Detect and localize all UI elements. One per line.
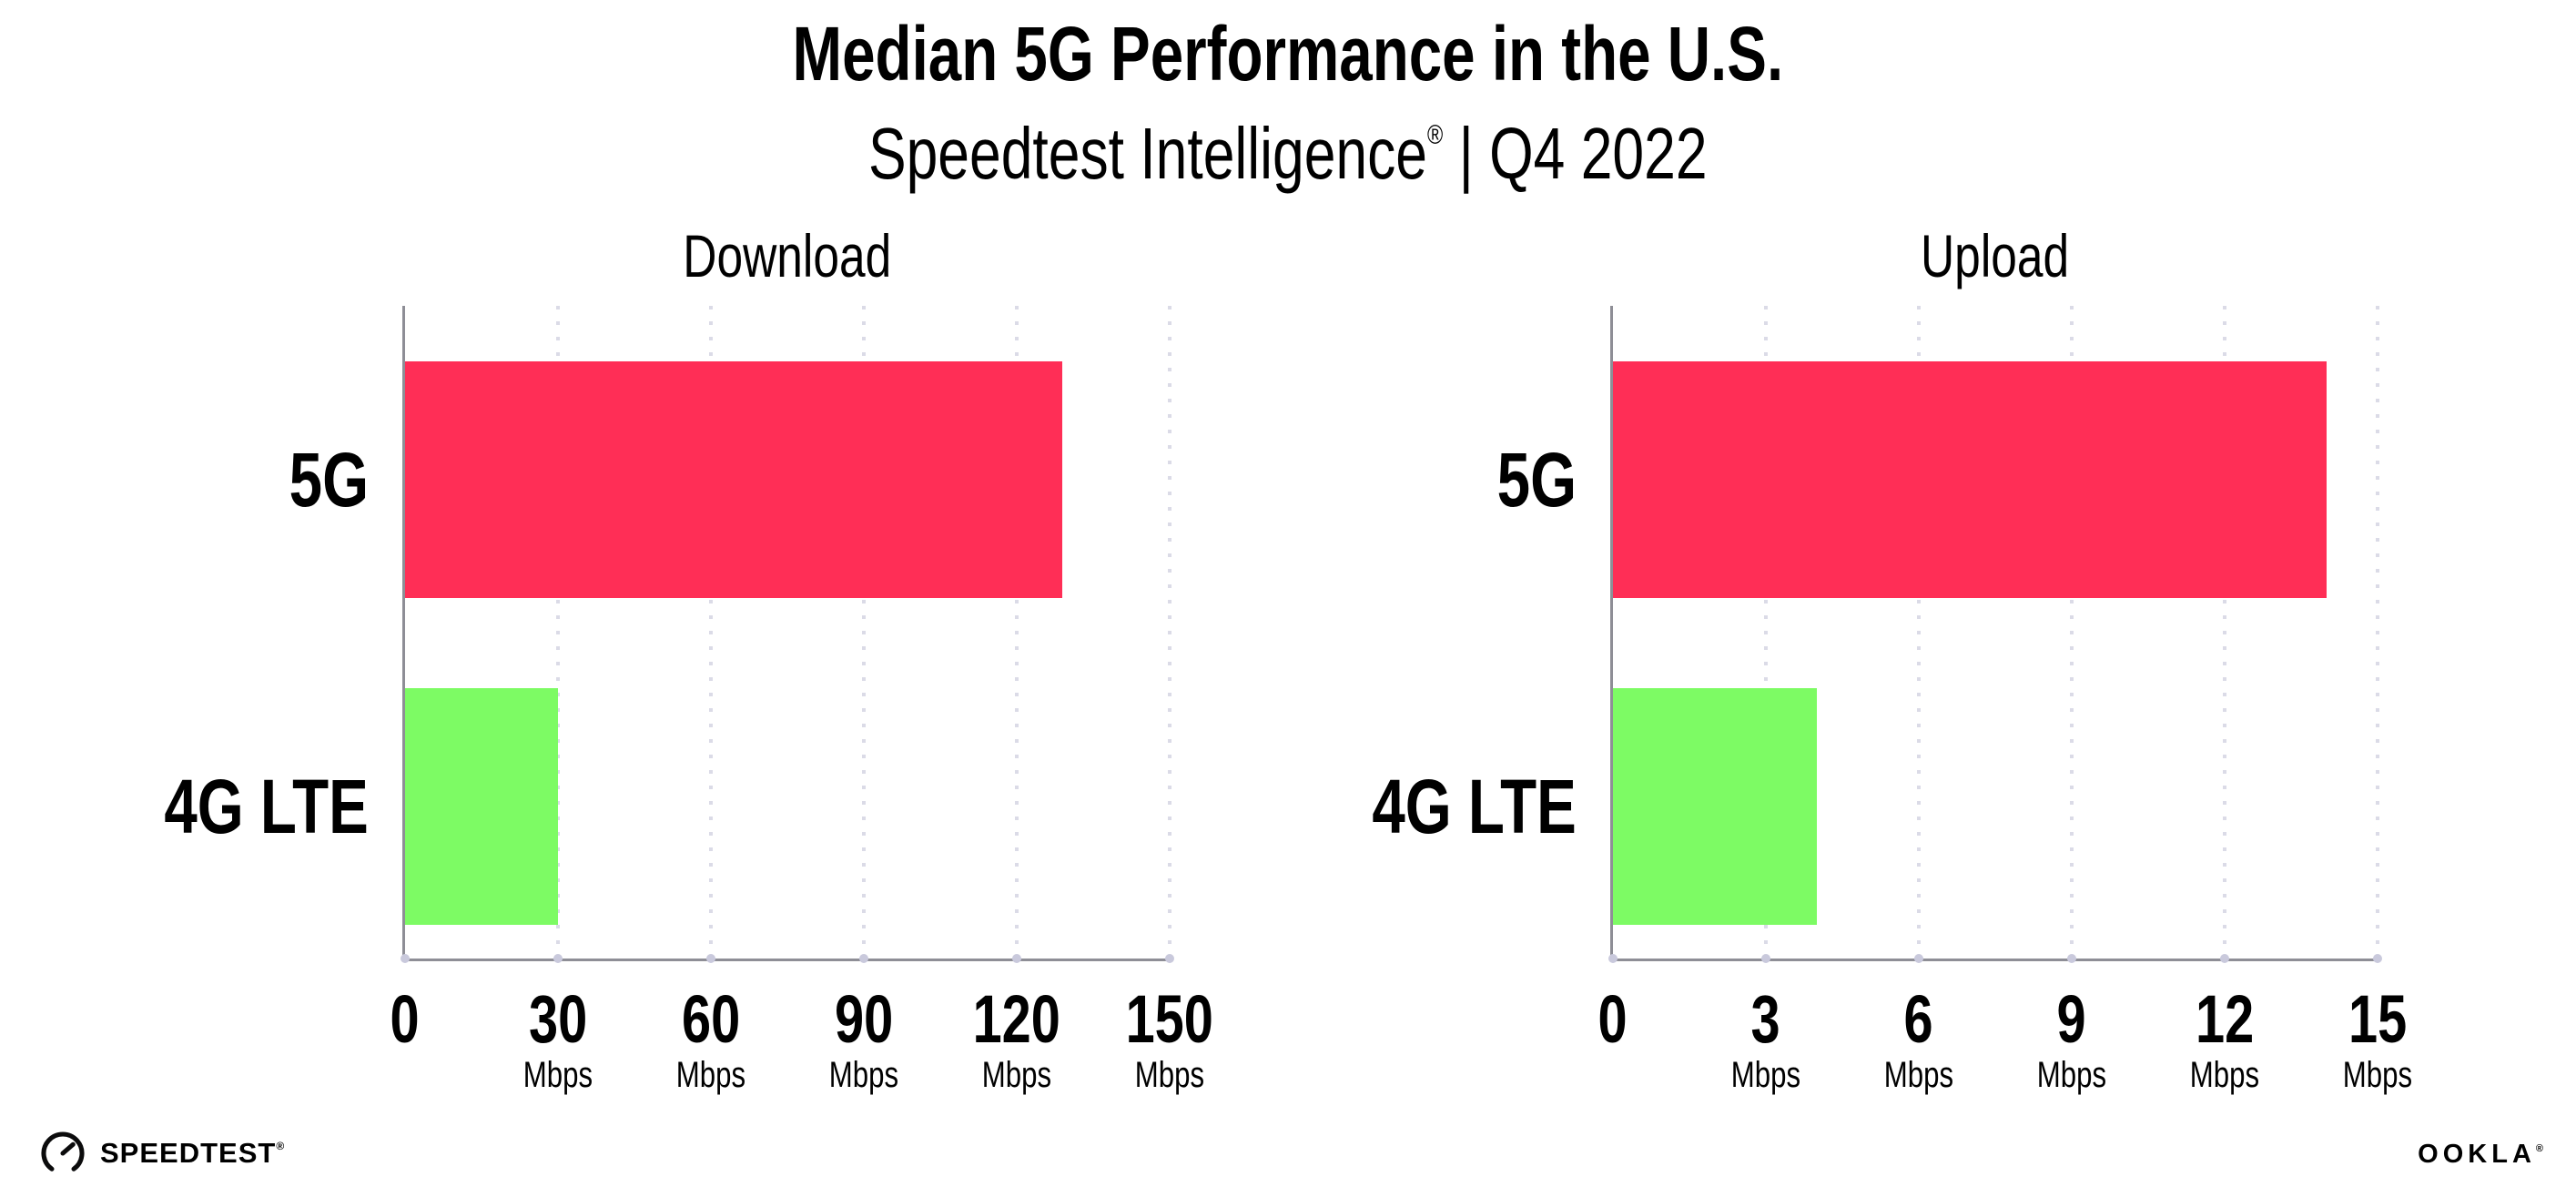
subtitle-brand: Speedtest Intelligence [868, 113, 1428, 194]
upload-bar-4g-lte [1613, 688, 1817, 925]
download-chart-title-text: Download [683, 222, 892, 289]
download-gridline-150 [1168, 306, 1171, 959]
ookla-wordmark: OOKLA [2418, 1140, 2536, 1169]
download-x-tick-60: 60 Mbps [611, 981, 811, 1096]
upload-category-label-text-4g-lte: 4G LTE [1372, 764, 1577, 849]
download-axis-tick-dot-150 [1165, 954, 1174, 963]
upload-category-label-4g-lte: 4G LTE [1103, 765, 1577, 848]
download-x-tick-unit-30: Mbps [522, 1055, 593, 1095]
download-axis-tick-dot-30 [553, 954, 563, 963]
page-subtitle: Speedtest Intelligence® | Q4 2022 [0, 96, 2576, 193]
upload-gridline-9 [2070, 306, 2074, 959]
upload-x-tick-unit-3: Mbps [1730, 1055, 1801, 1095]
upload-x-tick-value-3: 3 [1750, 981, 1781, 1057]
upload-x-tick-0: 0 [1513, 981, 1713, 1057]
download-x-tick-150: 150 Mbps [1070, 981, 1270, 1096]
page-title-text: Median 5G Performance in the U.S. [792, 11, 1784, 96]
upload-axis-tick-dot-12 [2220, 954, 2229, 963]
download-x-tick-0: 0 [305, 981, 505, 1057]
upload-axis-tick-dot-3 [1761, 954, 1770, 963]
page-title: Median 5G Performance in the U.S. [0, 13, 2576, 95]
upload-plot-area [1608, 306, 2382, 963]
download-axis-tick-dot-90 [859, 954, 868, 963]
upload-x-tick-unit-12: Mbps [2189, 1055, 2260, 1095]
upload-bar-5g [1613, 361, 2327, 598]
upload-x-tick-value-12: 12 [2195, 981, 2255, 1057]
download-bar-5g [405, 361, 1063, 598]
upload-gridline-15 [2376, 306, 2379, 959]
download-x-tick-90: 90 Mbps [764, 981, 964, 1096]
download-x-tick-unit-150: Mbps [1134, 1055, 1205, 1095]
download-category-label-4g-lte: 4G LTE [0, 765, 369, 848]
download-x-tick-120: 120 Mbps [917, 981, 1117, 1096]
download-x-tick-value-90: 90 [834, 981, 894, 1057]
speedtest-wordmark: SPEEDTEST® [100, 1137, 286, 1169]
download-x-tick-30: 30 Mbps [458, 981, 658, 1096]
download-x-tick-unit-90: Mbps [828, 1055, 899, 1095]
ookla-registered-mark: ® [2535, 1143, 2543, 1154]
download-gridline-90 [862, 306, 866, 959]
download-category-label-text-5g: 5G [289, 437, 369, 522]
speedtest-gauge-icon [41, 1131, 85, 1172]
upload-x-tick-9: 9 Mbps [1972, 981, 2172, 1096]
download-axis-tick-dot-120 [1012, 954, 1021, 963]
speedtest-registered-mark: ® [276, 1140, 286, 1152]
upload-gridline-3 [1764, 306, 1768, 959]
upload-axis-tick-dot-0 [1608, 954, 1618, 963]
upload-category-label-text-5g: 5G [1496, 437, 1577, 522]
upload-x-tick-value-0: 0 [1597, 981, 1628, 1057]
download-category-label-text-4g-lte: 4G LTE [164, 764, 369, 849]
download-x-tick-value-30: 30 [528, 981, 588, 1057]
speedtest-logo: SPEEDTEST® [38, 1129, 285, 1178]
download-category-label-5g: 5G [0, 438, 369, 522]
upload-x-tick-value-9: 9 [2056, 981, 2087, 1057]
registered-mark: ® [1427, 120, 1444, 150]
download-chart-title: Download [405, 224, 1170, 288]
download-gridline-60 [709, 306, 713, 959]
download-x-tick-value-60: 60 [681, 981, 741, 1057]
upload-gridline-6 [1917, 306, 1921, 959]
upload-axis-tick-dot-9 [2067, 954, 2076, 963]
page-subtitle-text: Speedtest Intelligence® | Q4 2022 [868, 96, 1708, 193]
download-x-tick-value-150: 150 [1125, 981, 1214, 1057]
upload-x-tick-value-6: 6 [1903, 981, 1934, 1057]
upload-x-tick-unit-9: Mbps [2036, 1055, 2107, 1095]
upload-x-tick-12: 12 Mbps [2125, 981, 2325, 1096]
upload-x-tick-value-15: 15 [2348, 981, 2408, 1057]
download-gridline-120 [1015, 306, 1019, 959]
upload-x-tick-unit-15: Mbps [2342, 1055, 2413, 1095]
download-axis-tick-dot-60 [706, 954, 715, 963]
download-x-tick-unit-60: Mbps [675, 1055, 746, 1095]
upload-x-tick-unit-6: Mbps [1883, 1055, 1954, 1095]
upload-category-label-5g: 5G [1103, 438, 1577, 522]
download-plot-area [401, 306, 1174, 963]
ookla-logo: OOKLA® [2418, 1140, 2543, 1170]
upload-axis-tick-dot-6 [1914, 954, 1923, 963]
upload-axis-tick-dot-15 [2373, 954, 2382, 963]
download-x-tick-value-120: 120 [972, 981, 1061, 1057]
upload-x-tick-15: 15 Mbps [2277, 981, 2478, 1096]
subtitle-period: Q4 2022 [1489, 113, 1708, 194]
upload-chart-title-text: Upload [1921, 222, 2070, 289]
upload-chart-title: Upload [1613, 224, 2378, 288]
download-x-tick-value-0: 0 [390, 981, 421, 1057]
upload-x-tick-6: 6 Mbps [1819, 981, 2019, 1096]
subtitle-divider: | [1458, 113, 1475, 194]
download-axis-tick-dot-0 [401, 954, 410, 963]
download-gridline-30 [556, 306, 560, 959]
download-x-tick-unit-120: Mbps [981, 1055, 1052, 1095]
download-bar-4g-lte [405, 688, 558, 925]
upload-x-tick-3: 3 Mbps [1666, 981, 1866, 1096]
upload-gridline-12 [2223, 306, 2226, 959]
